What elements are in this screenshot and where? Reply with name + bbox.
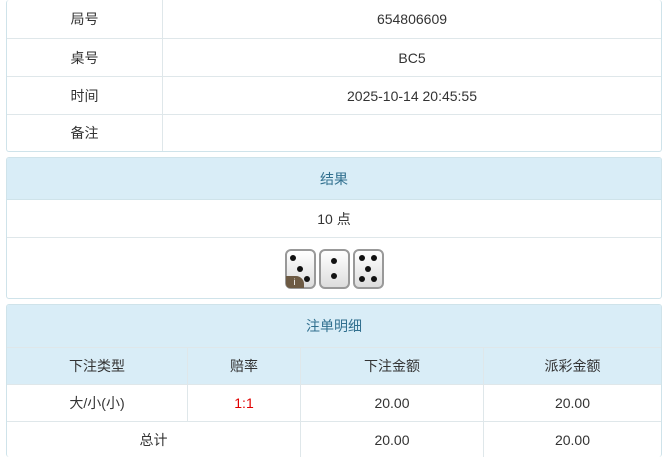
header-payout: 派彩金额 <box>483 348 661 384</box>
result-title: 结果 <box>7 158 661 200</box>
pip <box>358 255 365 262</box>
pip <box>365 265 371 272</box>
dice-row: i <box>7 238 661 298</box>
odds: 1:1 <box>187 385 300 421</box>
payout: 20.00 <box>483 385 661 421</box>
value-round: 654806609 <box>162 0 661 38</box>
bet-type: 大/小(小) <box>69 395 125 411</box>
result-panel: 结果 10 点 i <box>6 157 662 299</box>
header-bet-amount: 下注金额 <box>300 348 483 384</box>
result-points: 10 点 <box>7 200 661 238</box>
bet-details-panel: 注单明细 下注类型 赔率 下注金额 派彩金额 大/小(小) 1:1 20.00 … <box>6 304 662 457</box>
die-5 <box>352 248 384 289</box>
pip <box>303 275 310 282</box>
value-table: BC5 <box>162 39 661 76</box>
info-table: 局号 654806609 桌号 BC5 时间 2025-10-14 20:45:55 … <box>6 0 662 152</box>
die-3: i <box>284 248 316 289</box>
pip <box>371 255 378 262</box>
pip <box>290 255 297 262</box>
info-icon[interactable]: i <box>285 275 304 288</box>
total-row: 总计 20.00 20.00 <box>7 421 661 457</box>
value-time: 2025-10-14 20:45:55 <box>162 77 661 114</box>
die-2 <box>318 248 350 289</box>
pip <box>331 273 337 280</box>
total-label: 总计 <box>139 432 168 448</box>
pip <box>358 275 365 282</box>
value-note <box>162 115 661 151</box>
label-time: 时间 <box>70 87 99 104</box>
table-row: 大/小(小) 1:1 20.00 20.00 <box>7 384 661 421</box>
bet-amount: 20.00 <box>300 385 483 421</box>
total-amount: 20.00 <box>300 422 483 457</box>
pip <box>371 275 378 282</box>
total-payout: 20.00 <box>483 422 661 457</box>
header-bet-type: 下注类型 <box>69 358 125 374</box>
pip <box>297 265 303 272</box>
header-odds: 赔率 <box>187 348 300 384</box>
label-round: 局号 <box>70 11 99 27</box>
bet-details-title: 注单明细 <box>7 305 661 347</box>
label-note: 备注 <box>70 125 99 141</box>
label-table: 桌号 <box>70 49 99 66</box>
pip <box>331 257 337 264</box>
